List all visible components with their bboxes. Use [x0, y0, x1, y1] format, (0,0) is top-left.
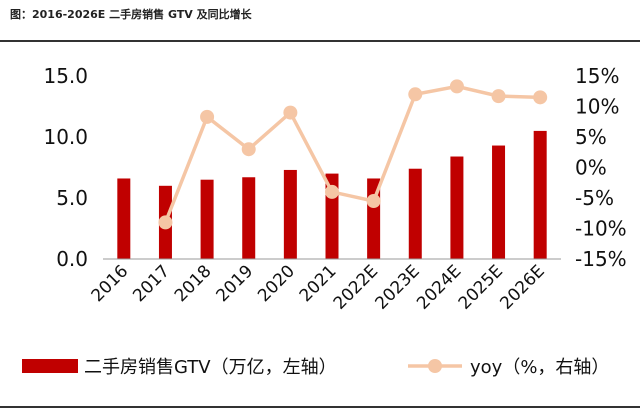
x-axis-ticks: 2016201720182019202020212022E2023E2024E2…	[88, 261, 549, 313]
gtv-bar	[283, 169, 297, 259]
x-tick-label: 2024E	[413, 261, 465, 313]
x-tick-label: 2017	[129, 261, 174, 306]
yoy-point	[533, 90, 548, 105]
right-tick-label: -15%	[575, 247, 627, 271]
figure-caption: 图：2016-2026E 二手房销售 GTV 及同比增长	[10, 8, 252, 21]
gtv-bar	[533, 130, 547, 259]
left-tick-label: 0.0	[56, 247, 88, 271]
right-tick-label: -10%	[575, 217, 627, 241]
x-tick-label: 2016	[88, 261, 133, 306]
left-axis-ticks: 0.0 5.0 10.0 15.0	[43, 64, 88, 271]
x-tick-label: 2019	[213, 261, 258, 306]
top-rule	[0, 40, 640, 42]
left-tick-label: 15.0	[43, 64, 88, 88]
right-tick-label: 10%	[575, 95, 619, 119]
x-tick-label: 2018	[171, 261, 216, 306]
right-tick-label: 15%	[575, 64, 619, 88]
legend-bar-label: 二手房销售GTV（万亿，左轴）	[84, 357, 337, 378]
x-tick-label: 2020	[254, 261, 299, 306]
x-tick-label: 2023E	[371, 261, 423, 313]
yoy-point	[366, 194, 381, 209]
yoy-point	[158, 215, 173, 230]
legend-line-marker	[428, 359, 442, 373]
left-tick-label: 10.0	[43, 125, 88, 149]
right-tick-label: 5%	[575, 125, 607, 149]
x-tick-label: 2025E	[455, 261, 507, 313]
legend-line-label: yoy（%，右轴）	[470, 357, 609, 378]
gtv-bar	[408, 168, 422, 259]
gtv-bar	[242, 177, 256, 259]
gtv-bar	[117, 178, 131, 259]
right-axis-ticks: -15% -10% -5% 0% 5% 10% 15%	[575, 64, 627, 271]
gtv-bar	[492, 145, 506, 259]
gtv-bar	[450, 156, 464, 259]
x-tick-label: 2022E	[330, 261, 382, 313]
yoy-line-series	[158, 79, 548, 230]
yoy-point	[449, 79, 464, 94]
yoy-point	[200, 109, 215, 124]
gtv-bar	[200, 179, 214, 259]
yoy-line	[163, 84, 541, 224]
bottom-rule	[0, 406, 640, 408]
right-tick-label: -5%	[575, 186, 614, 210]
yoy-point	[241, 142, 256, 157]
x-tick-label: 2026E	[496, 261, 548, 313]
yoy-point	[325, 184, 339, 199]
left-tick-label: 5.0	[56, 186, 88, 210]
legend: 二手房销售GTV（万亿，左轴） yoy（%，右轴）	[22, 357, 609, 378]
yoy-point	[408, 87, 423, 102]
yoy-point	[491, 89, 506, 104]
yoy-point	[283, 105, 298, 120]
legend-bar-swatch	[22, 359, 78, 373]
right-tick-label: 0%	[575, 156, 607, 180]
